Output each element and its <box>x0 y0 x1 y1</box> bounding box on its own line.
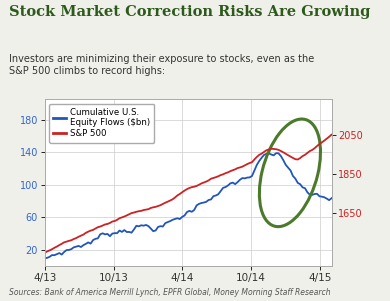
Text: Investors are minimizing their exposure to stocks, even as the
S&P 500 climbs to: Investors are minimizing their exposure … <box>9 54 314 76</box>
Legend: Cumulative U.S.
Equity Flows ($bn), S&P 500: Cumulative U.S. Equity Flows ($bn), S&P … <box>49 104 154 143</box>
Text: Sources: Bank of America Merrill Lynch, EPFR Global, Money Morning Staff Researc: Sources: Bank of America Merrill Lynch, … <box>9 288 330 297</box>
Text: Stock Market Correction Risks Are Growing: Stock Market Correction Risks Are Growin… <box>9 5 370 19</box>
